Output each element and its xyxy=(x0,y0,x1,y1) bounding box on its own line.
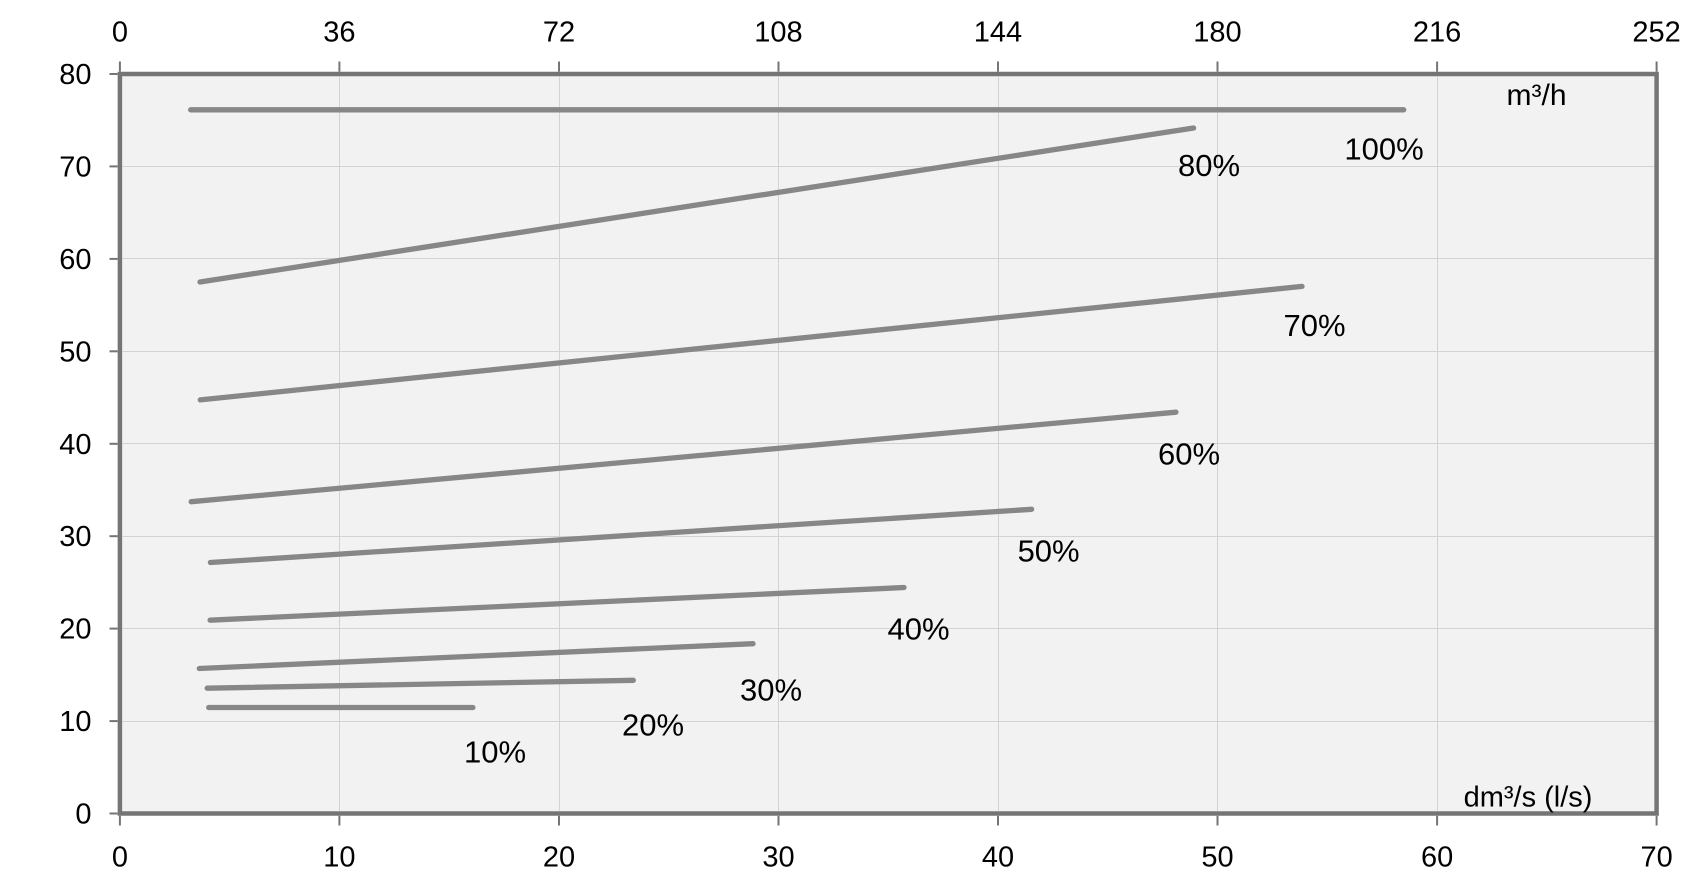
svg-text:50: 50 xyxy=(59,336,91,368)
svg-text:20: 20 xyxy=(543,842,575,874)
svg-text:50%: 50% xyxy=(1018,534,1080,569)
svg-text:180: 180 xyxy=(1193,17,1241,49)
svg-text:70%: 70% xyxy=(1283,308,1345,343)
svg-text:144: 144 xyxy=(974,17,1022,49)
svg-text:0: 0 xyxy=(112,17,128,49)
svg-text:60%: 60% xyxy=(1158,437,1220,472)
svg-text:40: 40 xyxy=(59,429,91,461)
svg-text:60: 60 xyxy=(1421,842,1453,874)
svg-text:252: 252 xyxy=(1632,17,1680,49)
svg-text:0: 0 xyxy=(112,842,128,874)
svg-text:70: 70 xyxy=(1640,842,1672,874)
svg-text:50: 50 xyxy=(1201,842,1233,874)
svg-text:10%: 10% xyxy=(464,734,526,769)
svg-text:20: 20 xyxy=(59,614,91,646)
svg-text:36: 36 xyxy=(323,17,355,49)
svg-text:40%: 40% xyxy=(887,611,949,646)
svg-text:30: 30 xyxy=(762,842,794,874)
svg-text:30%: 30% xyxy=(740,672,802,707)
svg-text:108: 108 xyxy=(754,17,802,49)
svg-text:70: 70 xyxy=(59,151,91,183)
svg-text:216: 216 xyxy=(1413,17,1461,49)
svg-text:10: 10 xyxy=(323,842,355,874)
svg-text:100%: 100% xyxy=(1344,132,1423,167)
svg-text:m³/h: m³/h xyxy=(1507,79,1567,112)
svg-text:0: 0 xyxy=(75,799,91,831)
svg-text:60: 60 xyxy=(59,244,91,276)
svg-text:72: 72 xyxy=(543,17,575,49)
svg-text:10: 10 xyxy=(59,706,91,738)
svg-text:dm³/s (l/s): dm³/s (l/s) xyxy=(1464,782,1593,814)
svg-text:20%: 20% xyxy=(622,708,684,743)
svg-text:30: 30 xyxy=(59,521,91,553)
svg-text:80%: 80% xyxy=(1178,148,1240,183)
svg-text:80: 80 xyxy=(59,59,91,91)
svg-text:40: 40 xyxy=(982,842,1014,874)
